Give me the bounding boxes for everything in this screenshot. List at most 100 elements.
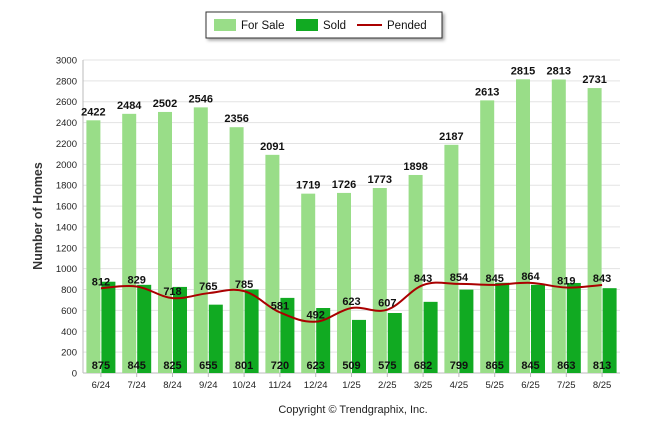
y-axis-ticks: 0 200 400 600 800 1000 1200 1400 1600 1800 2000 220… (56, 56, 77, 380)
x-tick-label: 11/24 (268, 380, 291, 391)
label-sold: 875 (92, 360, 110, 372)
label-sold: 655 (199, 360, 217, 372)
bar-for-sale (516, 79, 530, 373)
label-for-sale: 2422 (81, 106, 105, 118)
legend-swatch-sold (296, 19, 318, 31)
x-tick-label: 12/24 (304, 380, 328, 391)
legend-label-pended: Pended (387, 20, 427, 32)
label-for-sale: 1773 (368, 174, 392, 186)
x-tick-label: 9/24 (199, 380, 218, 391)
label-for-sale: 2091 (260, 141, 284, 153)
bar-sold (459, 289, 474, 373)
y-tick-label: 200 (61, 348, 77, 359)
label-pended: 845 (486, 273, 504, 285)
bar-sold (173, 286, 187, 373)
label-for-sale: 2484 (117, 100, 142, 112)
bar-for-sale (158, 111, 172, 373)
bar-for-sale (229, 127, 244, 373)
label-pended: 829 (128, 275, 146, 287)
label-pended: 623 (342, 296, 360, 308)
label-for-sale: 2546 (189, 93, 213, 105)
pended-line-path (100, 281, 603, 323)
x-tick-label: 7/24 (127, 380, 146, 391)
label-pended: 785 (235, 279, 253, 291)
y-tick-label: 1600 (56, 202, 77, 213)
label-pended: 607 (378, 298, 396, 310)
label-pended: 854 (450, 272, 469, 284)
label-pended: 718 (163, 286, 181, 298)
bar-sold (566, 282, 581, 373)
legend: For Sale Sold Pended (205, 11, 443, 39)
y-tick-label: 2200 (56, 139, 77, 150)
label-sold: 813 (593, 360, 611, 372)
label-pended: 492 (307, 310, 325, 322)
y-tick-label: 2400 (56, 118, 77, 129)
x-tick-label: 5/25 (485, 380, 504, 391)
label-pended: 812 (92, 276, 110, 288)
x-tick-label: 7/25 (557, 380, 576, 391)
label-sold: 682 (414, 360, 432, 372)
bar-sold (101, 281, 116, 373)
label-sold: 575 (378, 360, 396, 372)
label-sold: 623 (307, 360, 325, 372)
label-sold: 720 (271, 360, 289, 372)
x-tick-label: 6/24 (92, 380, 111, 391)
bars (86, 79, 617, 374)
bar-sold (531, 284, 545, 373)
pended-line (100, 281, 603, 323)
y-tick-label: 0 (72, 369, 77, 380)
label-for-sale: 2815 (511, 65, 535, 77)
x-tick-label: 8/25 (593, 380, 612, 391)
label-sold: 865 (486, 360, 504, 372)
label-pended: 581 (271, 300, 289, 312)
y-tick-label: 600 (61, 306, 77, 317)
x-tick-label: 2/25 (378, 380, 397, 391)
label-for-sale: 2502 (153, 98, 177, 110)
x-tick-label: 1/25 (342, 380, 361, 391)
y-tick-label: 1000 (56, 264, 77, 275)
y-tick-label: 800 (61, 285, 77, 296)
bar-for-sale (86, 120, 101, 374)
x-tick-label: 8/24 (163, 380, 182, 391)
bar-sold (208, 304, 223, 373)
copyright-text: Copyright © Trendgraphix, Inc. (278, 404, 427, 416)
bar-for-sale (408, 174, 423, 373)
bar-for-sale (193, 107, 208, 373)
bar-for-sale (587, 88, 602, 373)
bar-sold (387, 313, 402, 373)
x-tick-label: 10/24 (232, 380, 256, 391)
label-sold: 863 (557, 360, 575, 372)
bar-for-sale (372, 188, 387, 373)
y-tick-label: 1200 (56, 243, 77, 254)
legend-label-sold: Sold (323, 20, 346, 32)
label-for-sale: 1898 (403, 161, 427, 173)
label-for-sale: 2731 (582, 74, 606, 86)
bar-for-sale (551, 79, 566, 374)
bar-for-sale (265, 154, 280, 373)
bar-sold (423, 301, 438, 373)
bar-sold (316, 308, 331, 373)
y-tick-label: 2000 (56, 160, 77, 171)
label-sold: 845 (128, 360, 146, 372)
y-tick-label: 2800 (56, 76, 77, 87)
label-for-sale: 2356 (224, 113, 248, 125)
bar-sold (137, 284, 152, 373)
bar-for-sale (444, 144, 459, 373)
legend-label-for-sale: For Sale (241, 20, 284, 32)
y-tick-label: 3000 (56, 56, 77, 67)
label-for-sale: 1719 (296, 180, 320, 192)
label-pended: 864 (521, 271, 540, 283)
bar-for-sale (337, 192, 351, 373)
bar-sold (495, 282, 510, 373)
label-sold: 509 (342, 360, 360, 372)
label-for-sale: 2813 (547, 66, 571, 78)
data-labels: 2422 875 812 2484 845 829 2502 825 718 2546 655 765… (81, 65, 611, 372)
label-sold: 801 (235, 360, 253, 372)
y-tick-label: 1800 (56, 181, 77, 192)
bar-sold (602, 288, 617, 373)
label-pended: 765 (199, 281, 217, 293)
legend-swatch-for-sale (214, 19, 236, 31)
label-pended: 843 (414, 273, 432, 285)
legend-box (205, 11, 443, 39)
